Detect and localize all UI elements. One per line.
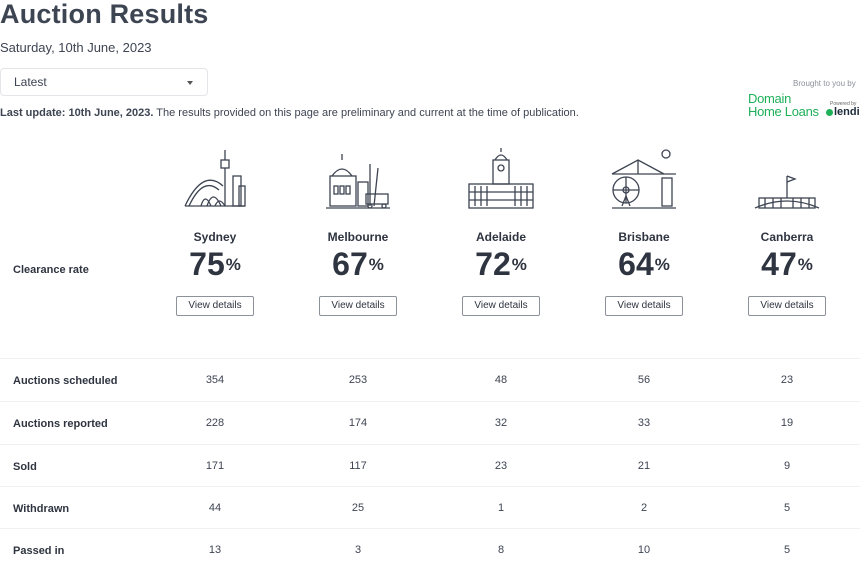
rate-number: 75 xyxy=(189,246,225,282)
row-label: Auctions reported xyxy=(13,418,108,430)
value-melbourne: 174 xyxy=(348,417,368,429)
value-sydney: 171 xyxy=(205,460,225,472)
brisbane-skyline-icon xyxy=(611,149,676,209)
row-label: Withdrawn xyxy=(13,503,70,515)
table-row-auctions-scheduled: Auctions scheduled 354 253 48 56 23 xyxy=(0,358,860,401)
rate-number: 47 xyxy=(761,246,797,282)
value-canberra: 23 xyxy=(780,374,794,386)
melbourne-skyline-icon xyxy=(326,154,390,209)
value-adelaide: 8 xyxy=(497,544,505,556)
lendi-logo-text: lendi xyxy=(834,106,860,118)
domain-logo-line2: Home Loans xyxy=(748,104,819,119)
value-brisbane: 10 xyxy=(637,544,651,556)
value-brisbane: 56 xyxy=(637,374,651,386)
city-name: Melbourne xyxy=(327,230,389,244)
clearance-rate-value: 47% xyxy=(717,246,857,282)
value-canberra: 5 xyxy=(783,544,791,556)
table-row-auctions-reported: Auctions reported 228 174 32 33 19 xyxy=(0,401,860,444)
value-brisbane: 21 xyxy=(637,460,651,472)
table-row-withdrawn: Withdrawn 44 25 1 2 5 xyxy=(0,486,860,529)
view-details-button-brisbane[interactable]: View details xyxy=(605,296,683,316)
view-details-button-melbourne[interactable]: View details xyxy=(319,296,397,316)
value-melbourne: 117 xyxy=(349,460,367,472)
value-melbourne: 253 xyxy=(348,374,368,386)
value-adelaide: 48 xyxy=(494,374,508,386)
select-value: Latest xyxy=(14,75,47,89)
city-column-brisbane: Brisbane 64% View details xyxy=(574,146,714,316)
chevron-down-icon xyxy=(187,81,193,85)
city-name: Adelaide xyxy=(475,230,526,244)
percent-sign: % xyxy=(368,255,384,274)
lendi-logo: lendi xyxy=(826,107,860,118)
value-sydney: 13 xyxy=(208,544,222,556)
table-row-sold: Sold 171 117 23 21 9 xyxy=(0,444,860,487)
city-column-sydney: Sydney 75% View details xyxy=(145,146,285,316)
rate-number: 64 xyxy=(618,246,654,282)
results-date: Saturday, 10th June, 2023 xyxy=(0,40,152,55)
value-melbourne: 25 xyxy=(351,502,365,514)
value-adelaide: 23 xyxy=(494,460,508,472)
clearance-rate-value: 72% xyxy=(431,246,571,282)
view-details-button-adelaide[interactable]: View details xyxy=(462,296,540,316)
rate-number: 72 xyxy=(475,246,511,282)
clearance-rate-value: 67% xyxy=(288,246,428,282)
value-sydney: 228 xyxy=(205,417,225,429)
domain-logo-line1: Domain xyxy=(748,91,791,106)
percent-sign: % xyxy=(225,255,241,274)
city-name: Canberra xyxy=(760,230,814,244)
value-brisbane: 33 xyxy=(637,417,651,429)
value-canberra: 5 xyxy=(783,502,791,514)
value-adelaide: 32 xyxy=(494,417,508,429)
percent-sign: % xyxy=(797,255,813,274)
city-name: Brisbane xyxy=(618,230,670,244)
value-sydney: 354 xyxy=(205,374,225,386)
powered-by-caption: Powered by xyxy=(830,101,857,107)
view-details-button-canberra[interactable]: View details xyxy=(748,296,826,316)
clearance-rate-value: 64% xyxy=(574,246,714,282)
city-column-melbourne: Melbourne 67% View details xyxy=(288,146,428,316)
percent-sign: % xyxy=(511,255,527,274)
row-label: Sold xyxy=(13,461,37,473)
row-label: Auctions scheduled xyxy=(13,375,118,387)
value-melbourne: 3 xyxy=(354,544,362,556)
lendi-logo-mark xyxy=(826,109,833,116)
clearance-rate-label: Clearance rate xyxy=(13,264,89,276)
clearance-rate-value: 75% xyxy=(145,246,285,282)
last-update-date: Last update: 10th June, 2023. xyxy=(0,107,154,119)
city-name: Sydney xyxy=(193,230,237,244)
adelaide-town-hall-icon xyxy=(468,148,534,209)
table-row-passed-in: Passed in 13 3 8 10 5 xyxy=(0,528,860,571)
page-title: Auction Results xyxy=(0,0,209,29)
percent-sign: % xyxy=(654,255,670,274)
rate-number: 67 xyxy=(332,246,368,282)
sponsor-caption: Brought to you by xyxy=(793,79,856,88)
view-details-button-sydney[interactable]: View details xyxy=(176,296,254,316)
results-period-select[interactable]: Latest xyxy=(0,68,208,96)
value-brisbane: 2 xyxy=(640,502,648,514)
last-update-text: The results provided on this page are pr… xyxy=(153,107,579,119)
sydney-skyline-icon xyxy=(184,150,246,207)
last-update-note: Last update: 10th June, 2023. The result… xyxy=(0,107,579,119)
city-column-adelaide: Adelaide 72% View details xyxy=(431,146,571,316)
canberra-parliament-icon xyxy=(754,175,820,209)
value-sydney: 44 xyxy=(208,502,222,514)
value-adelaide: 1 xyxy=(497,502,505,514)
row-label: Passed in xyxy=(13,545,65,557)
value-canberra: 19 xyxy=(780,417,794,429)
value-canberra: 9 xyxy=(783,460,791,472)
city-column-canberra: Canberra 47% View details xyxy=(717,146,857,316)
